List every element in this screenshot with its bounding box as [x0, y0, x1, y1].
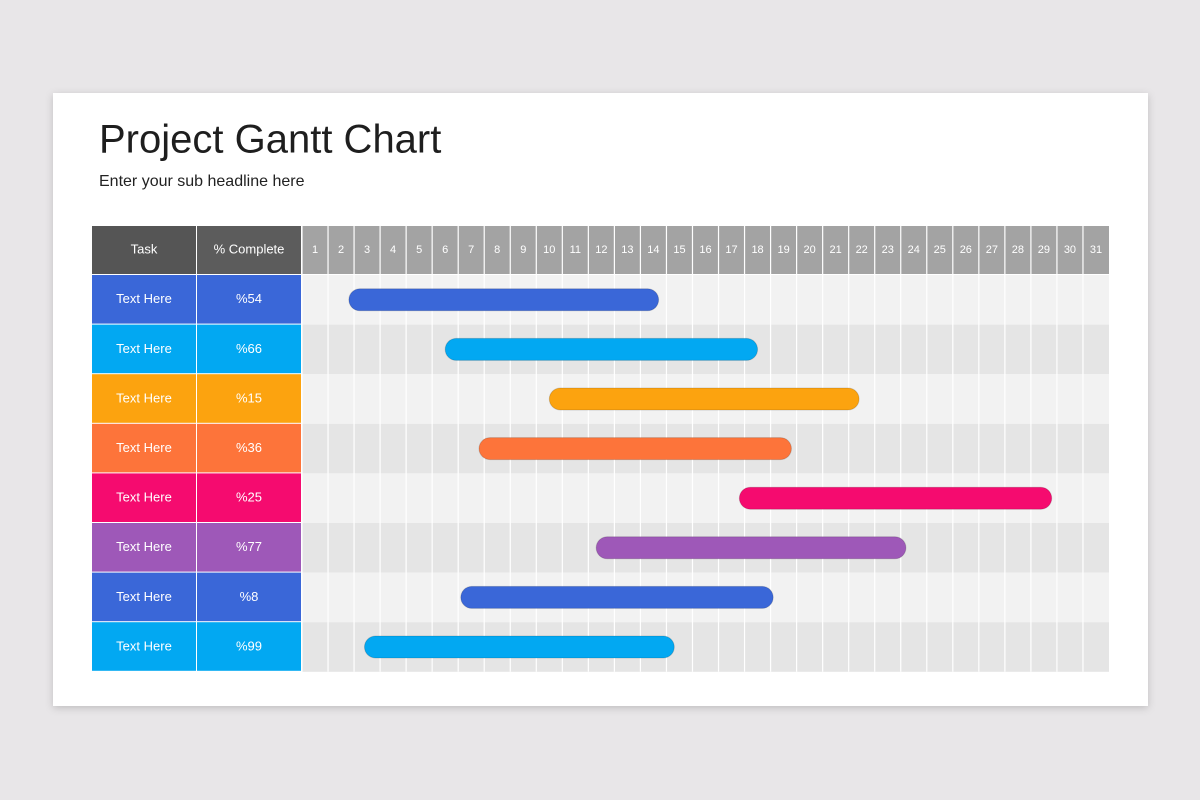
task-complete: %8	[240, 589, 259, 604]
task-bar	[738, 486, 1053, 510]
title: Project Gantt Chart	[99, 118, 441, 162]
task-bar	[460, 585, 774, 609]
x-tick-label: 29	[1038, 244, 1050, 256]
task-bar	[444, 337, 759, 361]
task-name: Text Here	[116, 341, 172, 356]
complete-cell	[197, 275, 301, 324]
task-name: Text Here	[116, 440, 172, 455]
task-cell	[92, 324, 196, 374]
task-cell	[92, 423, 196, 473]
x-tick-label: 28	[1012, 244, 1024, 256]
task-bar	[595, 536, 907, 560]
task-complete: %54	[236, 291, 262, 306]
header-cell	[197, 226, 301, 274]
x-tick-label: 4	[390, 244, 396, 256]
x-tick-label: 11	[570, 244, 581, 256]
task-name: Text Here	[116, 539, 172, 554]
x-tick-label: 27	[986, 244, 998, 256]
task-complete: %36	[236, 440, 262, 455]
x-tick-label: 10	[543, 244, 555, 256]
x-tick-label: 8	[494, 244, 500, 256]
day-header	[302, 226, 1109, 274]
task-name: Text Here	[116, 291, 172, 306]
complete-cell	[197, 324, 301, 374]
task-complete: %15	[236, 390, 262, 405]
subtitle: Enter your sub headline here	[99, 173, 305, 190]
task-name: Text Here	[116, 390, 172, 405]
x-tick-label: 26	[960, 244, 972, 256]
task-bar	[478, 437, 792, 461]
x-tick-label: 22	[856, 244, 868, 256]
x-tick-label: 12	[595, 244, 607, 256]
task-cell	[92, 473, 196, 522]
task-cell	[92, 523, 196, 572]
x-tick-label: 30	[1064, 244, 1076, 256]
x-tick-label: 24	[908, 244, 920, 256]
task-complete: %66	[236, 341, 262, 356]
x-tick-label: 7	[468, 244, 474, 256]
task-name: Text Here	[116, 589, 172, 604]
x-tick-label: 31	[1090, 244, 1102, 256]
x-tick-label: 17	[725, 244, 737, 256]
x-tick-label: 23	[882, 244, 894, 256]
task-complete: %25	[236, 490, 262, 505]
x-tick-label: 16	[699, 244, 711, 256]
task-bar	[348, 288, 660, 312]
complete-cell	[197, 572, 301, 622]
complete-cell	[197, 374, 301, 423]
x-tick-label: 15	[673, 244, 685, 256]
x-tick-label: 13	[621, 244, 633, 256]
x-tick-label: 18	[751, 244, 763, 256]
task-cell	[92, 374, 196, 423]
x-tick-label: 14	[647, 244, 659, 256]
x-tick-label: 3	[364, 244, 370, 256]
x-tick-label: 25	[934, 244, 946, 256]
task-complete: %99	[236, 638, 262, 653]
task-name: Text Here	[116, 638, 172, 653]
x-tick-label: 6	[442, 244, 448, 256]
task-cell	[92, 275, 196, 324]
x-tick-label: 2	[338, 244, 344, 256]
x-tick-label: 5	[416, 244, 422, 256]
header-cell	[92, 226, 196, 274]
task-cell	[92, 572, 196, 622]
x-tick-label: 21	[830, 244, 842, 256]
task-cell	[92, 622, 196, 671]
x-tick-label: 19	[777, 244, 789, 256]
x-tick-label: 20	[804, 244, 816, 256]
x-tick-label: 1	[312, 244, 318, 256]
complete-cell	[197, 523, 301, 572]
gantt: Task% Complete 1 2 3 4 5 6 7 8 9 10 11 12 13 14 15 16 17 1…	[92, 226, 1109, 672]
x-tick-label: 9	[520, 244, 526, 256]
task-complete: %77	[236, 539, 262, 554]
task-bar	[548, 387, 860, 411]
task-bar	[363, 635, 675, 659]
header-label: Task	[131, 241, 158, 256]
task-name: Text Here	[116, 490, 172, 505]
complete-cell	[197, 473, 301, 522]
complete-cell	[197, 423, 301, 473]
header-label: % Complete	[214, 241, 285, 256]
complete-cell	[197, 622, 301, 671]
